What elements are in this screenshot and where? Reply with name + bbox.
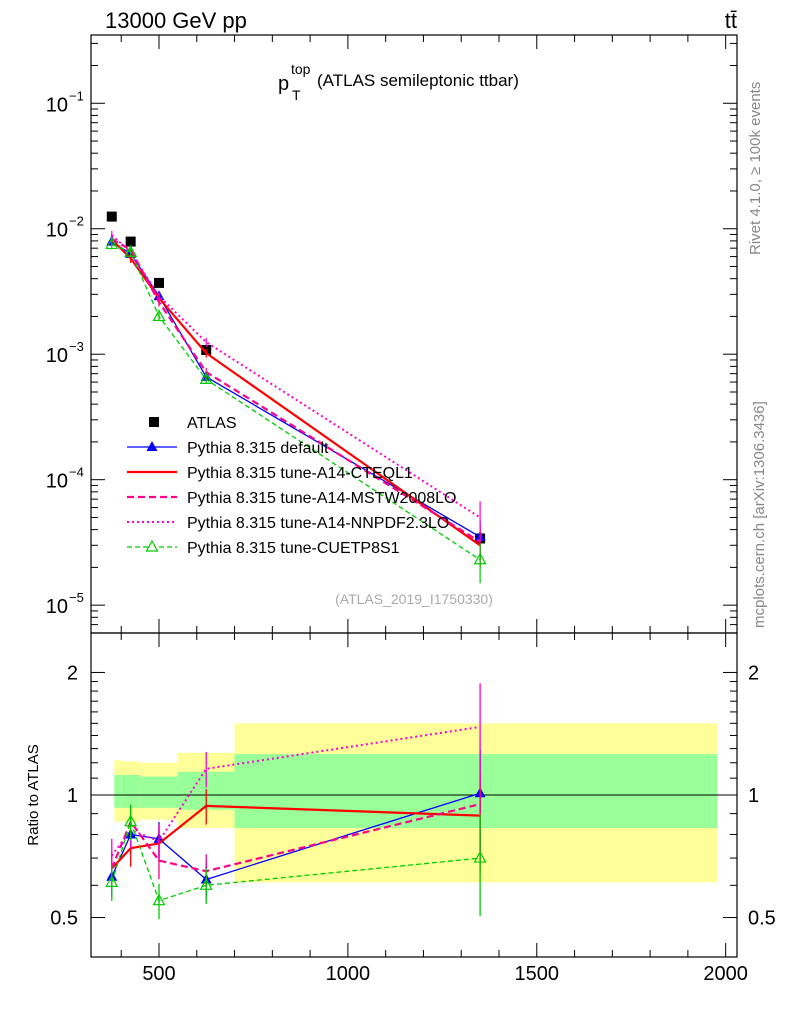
y-tick-label: 10	[46, 471, 68, 493]
y-tick-label: 10	[46, 596, 68, 618]
title-p: p	[278, 73, 289, 95]
ratio-data-layer	[105, 683, 487, 920]
series-line-nnpdf	[111, 234, 481, 519]
source-label: mcplots.cern.ch [arXiv:1306.3436]	[751, 401, 768, 628]
main-data-layer	[105, 211, 487, 584]
ratio-point-cuetp	[199, 878, 213, 890]
x-tick-label: 500	[142, 963, 175, 985]
x-tick-label: 1000	[326, 963, 371, 985]
data-point-atlas	[106, 211, 117, 222]
y-tick-label-exponent: −2	[69, 214, 84, 229]
data-point-atlas	[125, 236, 136, 247]
legend-label-default: Pythia 8.315 default	[187, 440, 329, 457]
ratio-point-cuetp	[152, 893, 166, 906]
ratio-y-tick-label-right: 0.5	[748, 908, 776, 930]
y-tick-label-exponent: −3	[69, 339, 84, 354]
data-point-cuetp	[199, 372, 213, 384]
rivet-version-label: Rivet 4.1.0, ≥ 100k events	[747, 82, 764, 255]
uncertainty-band-inner	[140, 776, 178, 808]
title-subscript: T	[292, 87, 301, 103]
y-tick-label-exponent: −1	[69, 88, 84, 103]
ratio-bands	[91, 723, 737, 883]
legend-marker-cuetp	[145, 539, 159, 552]
title-rest: (ATLAS semileptonic ttbar)	[317, 71, 519, 90]
ratio-point-cuetp	[105, 875, 119, 887]
legend-marker-atlas	[149, 417, 159, 427]
title-superscript: top	[291, 61, 311, 77]
ratio-y-tick-label-left: 2	[67, 662, 78, 684]
ratio-panel: 2 2 1 1 0.5 0.5 500 1000 1500 2000 Ratio to ATLA…	[25, 632, 776, 985]
ratio-y-tick-label-right: 2	[748, 662, 759, 684]
process-label: tt̄	[725, 8, 737, 33]
ratio-point-cuetp	[473, 850, 487, 863]
data-point-cuetp	[473, 552, 487, 565]
chart-title: p	[278, 73, 289, 95]
y-tick-label-exponent: −5	[69, 590, 84, 605]
ratio-line-nnpdf	[110, 725, 481, 857]
uncertainty-band-inner	[121, 774, 141, 808]
x-tick-label: 2000	[703, 963, 748, 985]
analysis-id: (ATLAS_2019_I1750330)	[335, 591, 493, 607]
legend-label-atlas: ATLAS	[187, 415, 237, 432]
data-point-atlas	[154, 277, 164, 288]
x-tick-labels: 500 1000 1500 2000	[142, 963, 748, 985]
main-panel: 10−110−210−310−410−5 p top T (ATLAS semi…	[46, 34, 738, 634]
ratio-y-tick-label-left: 0.5	[50, 908, 78, 930]
y-tick-label: 10	[46, 220, 68, 242]
data-point-cuetp	[105, 237, 119, 250]
ratio-y-tick-label-left: 1	[67, 785, 78, 807]
y-tick-label: 10	[46, 345, 68, 367]
ratio-y-tick-labels: 2 2 1 1 0.5 0.5	[50, 662, 776, 929]
ratio-axis-ticks	[91, 633, 737, 958]
main-axis-ticks	[91, 35, 737, 634]
y-tick-label-exponent: −4	[69, 465, 84, 480]
data-point-cuetp	[124, 244, 138, 257]
legend-label-cuetp: Pythia 8.315 tune-CUETP8S1	[187, 540, 400, 557]
ratio-y-axis-label: Ratio to ATLAS	[25, 744, 42, 845]
legend-marker-default	[146, 441, 158, 451]
main-y-tick-labels: 10−110−210−310−410−5	[46, 88, 84, 618]
ratio-point-cuetp	[124, 814, 138, 827]
y-tick-label: 10	[46, 94, 68, 116]
energy-label: 13000 GeV pp	[105, 8, 247, 33]
x-tick-label: 1500	[515, 963, 560, 985]
legend-label-nnpdf: Pythia 8.315 tune-A14-NNPDF2.3LO	[187, 515, 449, 532]
legend-label-mstw: Pythia 8.315 tune-A14-MSTW2008LO	[187, 490, 456, 507]
data-point-cuetp	[152, 309, 166, 322]
series-line-cuetp	[111, 243, 481, 561]
uncertainty-band-inner	[234, 754, 718, 828]
ratio-y-tick-label-right: 1	[748, 785, 759, 807]
legend-label-cteq: Pythia 8.315 tune-A14-CTEQL1	[187, 465, 413, 482]
uncertainty-band-inner	[114, 774, 122, 808]
ratio-line-mstw	[110, 803, 481, 873]
legend: ATLAS Pythia 8.315 default Pythia 8.315 tu…	[127, 415, 456, 557]
